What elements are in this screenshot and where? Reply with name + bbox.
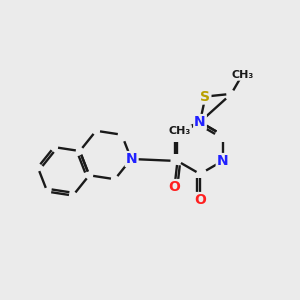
Text: O: O xyxy=(169,180,180,194)
Text: CH₃: CH₃ xyxy=(231,70,254,80)
Text: N: N xyxy=(217,154,228,168)
Text: N: N xyxy=(194,115,206,129)
Text: N: N xyxy=(126,152,137,166)
Text: CH₃: CH₃ xyxy=(169,126,191,136)
Text: O: O xyxy=(194,193,206,207)
Text: S: S xyxy=(200,90,210,104)
